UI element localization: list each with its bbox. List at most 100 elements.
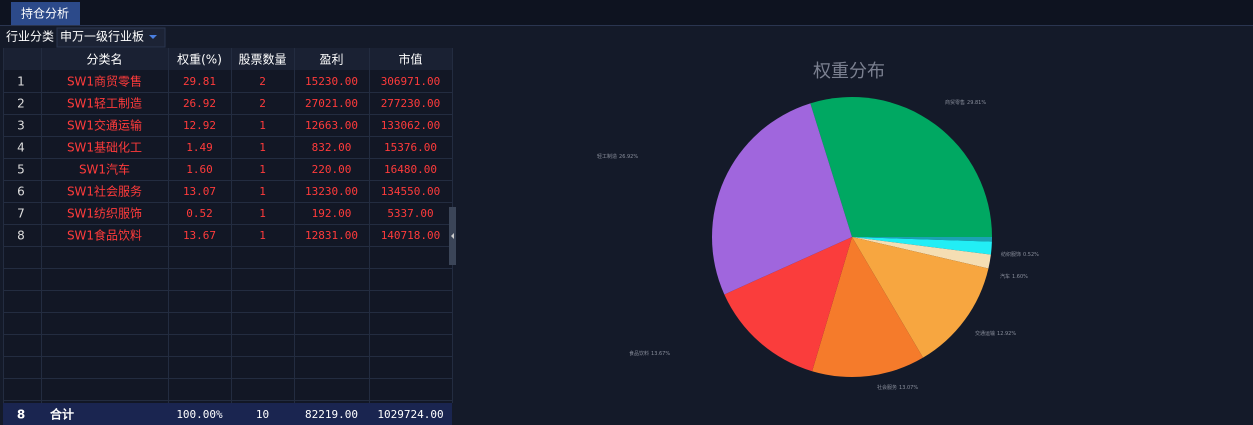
slice-label: 食品饮料 13.67% xyxy=(629,350,670,357)
slice-label: 社会服务 13.07% xyxy=(877,384,918,391)
row-index: 7 xyxy=(17,207,25,221)
cell: 13230.00 xyxy=(305,185,358,198)
footer-cell: 1029724.00 xyxy=(377,408,443,421)
pie-slice xyxy=(711,103,852,295)
slice-value: 1.60% xyxy=(1012,274,1028,280)
slice-value: 0.52% xyxy=(1023,252,1039,258)
cell: 16480.00 xyxy=(384,163,437,176)
dropdown-value[interactable]: 申万一级行业板 xyxy=(60,30,144,44)
cell: 26.92 xyxy=(183,97,216,110)
slice-name: 交通运输 xyxy=(975,330,995,337)
cell: 2 xyxy=(259,75,266,88)
header-bg xyxy=(3,48,452,70)
slice-value: 29.81% xyxy=(967,100,986,106)
filter-label: 行业分类 xyxy=(6,30,54,44)
cell: 140718.00 xyxy=(381,229,441,242)
pie-slice xyxy=(724,237,852,372)
pie-slice xyxy=(810,97,992,238)
footer-cell: 8 xyxy=(17,408,25,422)
cell: 27021.00 xyxy=(305,97,358,110)
cell: 0.52 xyxy=(186,207,213,220)
slice-name: 食品饮料 xyxy=(629,350,649,357)
tab-label[interactable]: 持仓分析 xyxy=(21,6,69,21)
splitter-arrow xyxy=(451,233,454,239)
column-header: 市值 xyxy=(398,52,422,67)
column-header: 权重(%) xyxy=(177,53,222,67)
cell: SW1交通运输 xyxy=(67,118,142,133)
row-index: 4 xyxy=(17,141,25,155)
pie-slice xyxy=(852,237,989,358)
table-bg xyxy=(3,48,452,425)
pie-chart: 商贸零售 29.81% 纺织服饰 0.52% 汽车 1.60% 交通运输 12.92% 社会服务… xyxy=(597,97,1039,391)
cell: 13.67 xyxy=(183,229,216,242)
pie-slice xyxy=(852,237,992,242)
pie-slice xyxy=(852,237,992,255)
cell: 13.07 xyxy=(183,185,216,198)
cell: 12831.00 xyxy=(305,229,358,242)
dropdown-arrow[interactable] xyxy=(149,35,157,39)
slice-value: 13.07% xyxy=(899,385,918,391)
cell: 1 xyxy=(259,163,266,176)
cell: 2 xyxy=(259,97,266,110)
slice-name: 社会服务 xyxy=(877,384,897,391)
cell: 29.81 xyxy=(183,75,216,88)
slice-name: 商贸零售 xyxy=(945,99,965,106)
cell: 832.00 xyxy=(312,141,352,154)
footer-bg xyxy=(3,403,452,425)
cell: 12663.00 xyxy=(305,119,358,132)
cell: SW1纺织服饰 xyxy=(67,207,142,221)
slice-label: 汽车 1.60% xyxy=(1000,273,1028,280)
tab[interactable] xyxy=(11,2,80,25)
slice-name: 轻工制造 xyxy=(597,153,617,160)
footer-cell: 10 xyxy=(256,408,269,421)
table: 分类名 权重(%) 股票数量 盈利 市值1 SW1商贸零售 29.81 2 15230.00 30… xyxy=(3,48,453,425)
cell: 133062.00 xyxy=(381,119,441,132)
cell: 1 xyxy=(259,119,266,132)
cell: 306971.00 xyxy=(381,75,441,88)
slice-label: 商贸零售 29.81% xyxy=(945,99,986,106)
pie-slice xyxy=(852,237,991,269)
cell: 1 xyxy=(259,141,266,154)
cell: SW1基础化工 xyxy=(67,141,142,155)
cell: 15230.00 xyxy=(305,75,358,88)
slice-value: 26.92% xyxy=(619,154,638,160)
footer-cell: 82219.00 xyxy=(305,408,358,421)
cell: 5337.00 xyxy=(387,207,433,220)
row-index: 5 xyxy=(17,163,25,177)
cell: 1.49 xyxy=(186,141,213,154)
slice-name: 纺织服饰 xyxy=(1001,251,1021,258)
chart-title: 权重分布 xyxy=(813,61,885,82)
slice-value: 12.92% xyxy=(997,331,1016,337)
pie-slice xyxy=(812,237,924,377)
slice-value: 13.67% xyxy=(651,351,670,357)
cell: 277230.00 xyxy=(381,97,441,110)
cell: 15376.00 xyxy=(384,141,437,154)
slice-label: 交通运输 12.92% xyxy=(975,330,1016,337)
row-index: 8 xyxy=(17,229,25,243)
column-header: 股票数量 xyxy=(238,52,286,67)
row-index: 1 xyxy=(17,75,25,89)
cell: SW1食品饮料 xyxy=(67,228,142,243)
cell: SW1轻工制造 xyxy=(67,97,142,111)
cell: 1.60 xyxy=(186,163,213,176)
footer-cell: 100.00% xyxy=(176,408,223,421)
row-index: 6 xyxy=(17,185,25,199)
cell: 1 xyxy=(259,185,266,198)
cell: SW1商贸零售 xyxy=(67,74,142,89)
cell: 192.00 xyxy=(312,207,352,220)
cell: 1 xyxy=(259,207,266,220)
tab-bar xyxy=(0,0,1253,26)
slice-label: 轻工制造 26.92% xyxy=(597,153,638,160)
row-index: 2 xyxy=(17,97,25,111)
row-index: 3 xyxy=(17,119,25,133)
cell: 134550.00 xyxy=(381,185,441,198)
cell: 220.00 xyxy=(312,163,352,176)
dropdown[interactable] xyxy=(56,27,166,48)
column-header: 分类名 xyxy=(86,52,122,67)
column-header: 盈利 xyxy=(319,53,343,67)
slice-label: 纺织服饰 0.52% xyxy=(1001,251,1039,258)
cell: 12.92 xyxy=(183,119,216,132)
cell: SW1社会服务 xyxy=(67,184,142,199)
